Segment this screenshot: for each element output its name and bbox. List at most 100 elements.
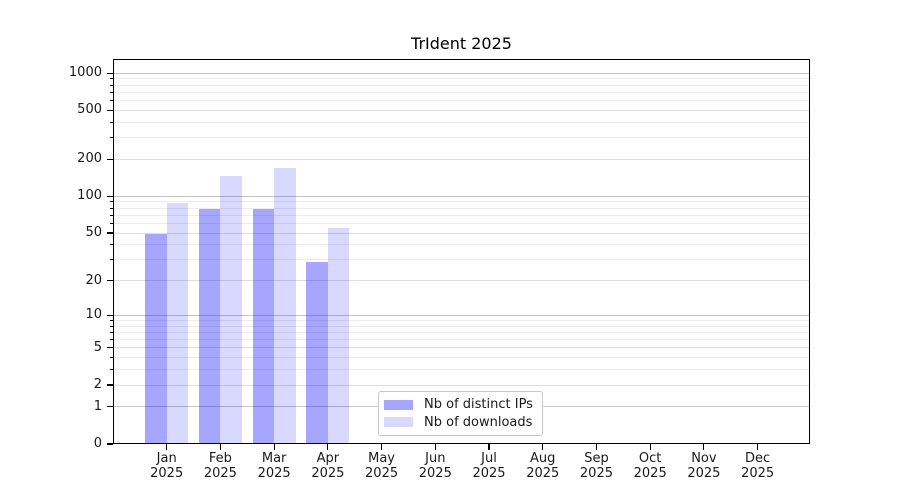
- y-minor-tick-mark: [110, 207, 113, 209]
- y-tick-label: 0: [93, 436, 102, 451]
- x-tick-label: Apr 2025: [311, 451, 345, 481]
- x-tick-mark: [488, 444, 490, 450]
- y-tick-mark: [107, 280, 113, 282]
- y-minor-tick-mark: [110, 259, 113, 261]
- gridline-major: [114, 72, 809, 74]
- y-minor-tick-mark: [110, 84, 113, 86]
- gridline-minor: [114, 339, 809, 341]
- y-minor-tick-mark: [110, 339, 113, 341]
- x-tick-mark: [434, 444, 436, 450]
- gridline-mid: [114, 347, 809, 349]
- x-tick-label: Aug 2025: [526, 451, 560, 481]
- gridline-mid: [114, 232, 809, 234]
- y-minor-tick-mark: [110, 100, 113, 102]
- gridline-major: [114, 195, 809, 197]
- y-minor-tick-mark: [110, 331, 113, 333]
- gridline-major: [114, 314, 809, 316]
- gridline-minor: [114, 91, 809, 93]
- chart-title: TrIdent 2025: [411, 34, 512, 53]
- gridline-mid: [114, 280, 809, 282]
- y-tick-mark: [107, 406, 113, 408]
- x-tick-mark: [327, 444, 329, 450]
- y-tick-mark: [107, 195, 113, 197]
- bar-downloads-feb: [220, 175, 242, 444]
- legend-row-downloads: Nb of downloads: [384, 414, 536, 432]
- bar-downloads-mar: [274, 168, 296, 444]
- y-minor-tick-mark: [110, 244, 113, 246]
- bar-downloads-jan: [166, 203, 189, 444]
- bar-distinct-ips-apr: [306, 261, 328, 444]
- y-tick-label: 200: [77, 151, 102, 167]
- bar-distinct-ips-mar: [252, 208, 275, 444]
- y-minor-tick-mark: [110, 357, 113, 359]
- y-tick-mark: [107, 443, 113, 445]
- gridline-mid: [114, 158, 809, 160]
- gridline-minor: [114, 331, 809, 333]
- y-tick-label: 500: [77, 102, 102, 118]
- legend-label-distinct-ips: Nb of distinct IPs: [424, 397, 533, 413]
- gridline-mid: [114, 384, 809, 386]
- y-minor-tick-mark: [110, 137, 113, 139]
- legend-swatch-distinct-ips: [384, 399, 413, 410]
- x-tick-label: Feb 2025: [203, 451, 237, 481]
- x-tick-mark: [273, 444, 275, 450]
- gridline-minor: [114, 84, 809, 86]
- legend-label-downloads: Nb of downloads: [424, 414, 533, 430]
- y-tick-mark: [107, 232, 113, 234]
- gridline-minor: [114, 214, 809, 216]
- y-minor-tick-mark: [110, 222, 113, 224]
- bar-distinct-ips-feb: [198, 208, 221, 444]
- gridline-minor: [114, 259, 809, 261]
- bar-distinct-ips-jan: [145, 234, 167, 444]
- y-tick-label: 100: [77, 188, 102, 204]
- gridline-minor: [114, 369, 809, 371]
- x-tick-label: Mar 2025: [257, 451, 291, 481]
- x-tick-label: May 2025: [365, 451, 399, 481]
- gridline-minor: [114, 325, 809, 327]
- y-minor-tick-mark: [110, 121, 113, 123]
- y-minor-tick-mark: [110, 319, 113, 321]
- y-tick-mark: [107, 384, 113, 386]
- legend: Nb of distinct IPs Nb of downloads: [378, 391, 543, 436]
- y-tick-mark: [107, 72, 113, 74]
- x-tick-mark: [649, 444, 651, 450]
- x-tick-label: Jul 2025: [472, 451, 506, 481]
- y-minor-tick-mark: [110, 325, 113, 327]
- gridline-minor: [114, 222, 809, 224]
- y-minor-tick-mark: [110, 369, 113, 371]
- y-tick-mark: [107, 109, 113, 112]
- gridline-minor: [114, 207, 809, 209]
- y-minor-tick-mark: [110, 201, 113, 203]
- gridline-minor: [114, 137, 809, 139]
- x-tick-mark: [380, 444, 383, 450]
- x-tick-mark: [595, 444, 598, 450]
- x-tick-label: Sep 2025: [579, 451, 613, 481]
- gridline-minor: [114, 78, 809, 80]
- y-minor-tick-mark: [110, 214, 113, 216]
- y-minor-tick-mark: [110, 91, 113, 93]
- x-tick-label: Oct 2025: [633, 451, 667, 481]
- x-tick-label: Jun 2025: [418, 451, 452, 481]
- y-tick-mark: [107, 314, 113, 316]
- gridline-minor: [114, 121, 809, 123]
- legend-row-distinct-ips: Nb of distinct IPs: [384, 396, 536, 414]
- gridline-minor: [114, 244, 809, 246]
- x-tick-label: Nov 2025: [687, 451, 721, 481]
- y-minor-tick-mark: [110, 78, 113, 80]
- x-tick-mark: [219, 444, 221, 450]
- gridline-mid: [114, 109, 809, 111]
- x-tick-label: Jan 2025: [150, 451, 184, 481]
- gridline-minor: [114, 201, 809, 203]
- bar-downloads-apr: [327, 228, 350, 444]
- y-tick-label: 5: [93, 339, 102, 355]
- y-tick-mark: [107, 347, 113, 349]
- gridline-minor: [114, 319, 809, 321]
- y-tick-label: 50: [85, 225, 102, 241]
- y-tick-mark: [107, 158, 113, 161]
- x-tick-mark: [166, 444, 168, 450]
- y-tick-label: 1: [93, 398, 102, 414]
- x-tick-mark: [703, 444, 705, 450]
- gridline-minor: [114, 357, 809, 359]
- y-tick-label: 20: [85, 272, 102, 288]
